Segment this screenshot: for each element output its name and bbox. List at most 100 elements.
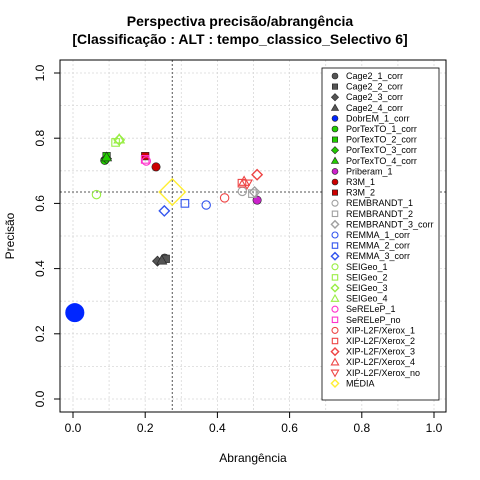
data-point bbox=[158, 177, 187, 207]
legend-marker bbox=[331, 305, 339, 313]
legend-marker bbox=[331, 316, 339, 324]
legend-label: SEIGeo_1 bbox=[346, 262, 388, 272]
legend-marker bbox=[331, 189, 338, 196]
legend: Cage2_1_corrCage2_2_corrCage2_3_corrCage… bbox=[321, 67, 440, 401]
x-axis-label: Abrangência bbox=[219, 451, 287, 465]
legend-marker bbox=[331, 125, 339, 133]
y-tick-label: 1.0 bbox=[33, 64, 47, 81]
legend-label: R3M_1 bbox=[346, 177, 375, 187]
data-point bbox=[151, 162, 161, 172]
legend-marker bbox=[331, 136, 338, 143]
legend-marker bbox=[330, 219, 340, 229]
legend-label: DobrEM_1_corr bbox=[346, 113, 410, 123]
legend-label: REMMA_2_corr bbox=[346, 241, 410, 251]
legend-label: Cage2_3_corr bbox=[346, 92, 403, 102]
data-point bbox=[113, 133, 126, 144]
data-point bbox=[91, 189, 102, 200]
legend-marker bbox=[331, 83, 338, 90]
x-tick-label: 0.0 bbox=[65, 421, 82, 435]
chart-title-line-1: Perspectiva precisão/abrangência bbox=[127, 13, 354, 29]
data-point bbox=[140, 155, 150, 164]
legend-label: PorTexTO_4_corr bbox=[346, 156, 417, 166]
y-tick-label: 0.6 bbox=[33, 195, 47, 212]
x-tick-label: 0.6 bbox=[281, 421, 298, 435]
y-tick-label: 0.8 bbox=[33, 130, 47, 147]
legend-marker bbox=[331, 168, 339, 175]
legend-marker bbox=[331, 337, 339, 345]
plot-border bbox=[59, 59, 447, 413]
legend-marker bbox=[331, 263, 339, 271]
legend-marker bbox=[331, 178, 339, 186]
legend-label: Priberam_1 bbox=[346, 166, 393, 176]
legend-marker bbox=[331, 326, 339, 334]
legend-marker bbox=[331, 199, 339, 207]
x-axis: 0.0 0.2 0.4 0.6 0.8 1.0 bbox=[65, 412, 443, 435]
data-point bbox=[201, 200, 211, 210]
legend-label: PorTexTO_3_corr bbox=[346, 145, 417, 155]
legend-marker bbox=[330, 369, 340, 378]
legend-label: XIP-L2F/Xerox_3 bbox=[346, 347, 415, 357]
y-axis-label: Precisão bbox=[3, 212, 17, 259]
legend-marker bbox=[331, 72, 339, 80]
data-point bbox=[238, 175, 251, 186]
legend-marker bbox=[330, 378, 340, 388]
data-point bbox=[252, 195, 262, 205]
legend-label: REMMA_3_corr bbox=[346, 251, 410, 261]
legend-marker bbox=[331, 210, 339, 218]
data-point bbox=[180, 199, 190, 208]
legend-label: Cage2_1_corr bbox=[346, 71, 403, 81]
chart-title-line-2: [Classificação : ALT : tempo_classico_Se… bbox=[72, 31, 407, 47]
legend-marker bbox=[331, 242, 339, 249]
legend-label: SeRELeP_1 bbox=[346, 304, 396, 314]
data-point bbox=[251, 168, 264, 181]
legend-marker bbox=[331, 274, 339, 281]
legend-marker bbox=[330, 347, 340, 357]
legend-marker bbox=[330, 103, 340, 111]
legend-label: REMMA_1_corr bbox=[346, 230, 410, 240]
data-point bbox=[113, 133, 126, 146]
legend-marker bbox=[330, 146, 340, 155]
x-tick-label: 0.8 bbox=[353, 421, 370, 435]
legend-marker bbox=[330, 251, 340, 261]
data-point bbox=[65, 303, 85, 323]
legend-label: XIP-L2F/Xerox_4 bbox=[346, 357, 415, 367]
x-tick-label: 1.0 bbox=[426, 421, 443, 435]
legend-label: SEIGeo_3 bbox=[346, 283, 388, 293]
legend-label: SeRELeP_no bbox=[346, 315, 401, 325]
data-point bbox=[156, 254, 168, 265]
data-point bbox=[141, 156, 152, 166]
legend-label: REMBRANDT_3_corr bbox=[346, 219, 434, 229]
legend-marker bbox=[330, 283, 340, 293]
data-point bbox=[219, 193, 230, 203]
legend-label: Cage2_2_corr bbox=[346, 82, 403, 92]
legend-marker bbox=[330, 357, 340, 366]
legend-label: Cage2_4_corr bbox=[346, 103, 403, 113]
x-tick-label: 0.2 bbox=[137, 421, 154, 435]
legend-label: PorTexTO_1_corr bbox=[346, 124, 417, 134]
data-point bbox=[241, 179, 253, 190]
legend-label: REMBRANDT_1 bbox=[346, 198, 413, 208]
legend-label: XIP-L2F/Xerox_1 bbox=[346, 325, 415, 335]
y-axis: 0.0 0.2 0.4 0.6 0.8 1.0 bbox=[33, 64, 60, 407]
legend-label: SEIGeo_4 bbox=[346, 294, 388, 304]
legend-marker bbox=[331, 115, 339, 122]
legend-marker bbox=[331, 231, 339, 239]
legend-marker bbox=[330, 293, 340, 302]
y-tick-label: 0.0 bbox=[33, 390, 47, 407]
legend-label: REMBRANDT_2 bbox=[346, 209, 413, 219]
y-tick-label: 0.4 bbox=[33, 260, 47, 277]
legend-label: XIP-L2F/Xerox_2 bbox=[346, 336, 415, 346]
data-points bbox=[65, 133, 264, 323]
legend-label: R3M_2 bbox=[346, 188, 375, 198]
data-point bbox=[101, 151, 113, 162]
data-point bbox=[248, 185, 261, 199]
legend-label: XIP-L2F/Xerox_no bbox=[346, 368, 420, 378]
legend-marker bbox=[330, 93, 340, 102]
legend-label: MÉDIA bbox=[346, 378, 375, 388]
legend-marker bbox=[330, 156, 340, 164]
y-tick-label: 0.2 bbox=[33, 325, 47, 342]
legend-label: PorTexTO_2_corr bbox=[346, 135, 417, 145]
legend-label: SEIGeo_2 bbox=[346, 272, 388, 282]
x-tick-label: 0.4 bbox=[209, 421, 226, 435]
